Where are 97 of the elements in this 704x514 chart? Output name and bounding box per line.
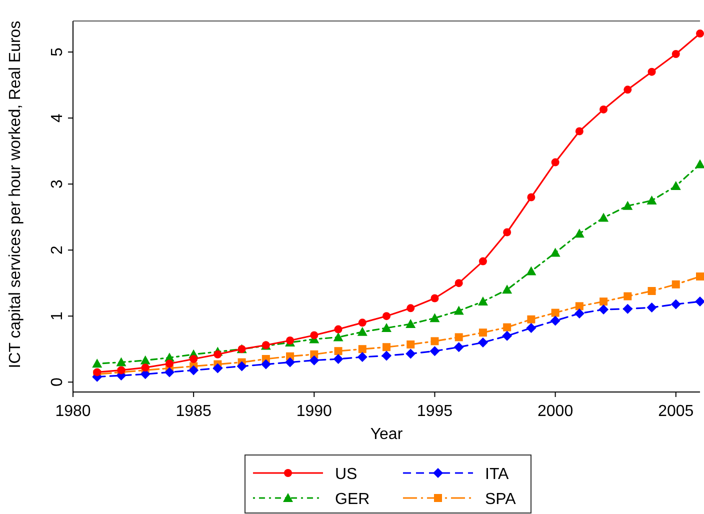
point	[526, 266, 536, 276]
point	[478, 257, 487, 266]
point	[382, 350, 392, 361]
y-tick-label: 4	[49, 113, 66, 122]
point	[214, 350, 222, 358]
point	[140, 355, 150, 364]
point	[478, 328, 487, 337]
y-axis-title: ICT capital services per hour worked, Real Euros	[7, 20, 24, 368]
point	[575, 302, 584, 310]
point	[502, 330, 512, 341]
y-tick-label: 1	[49, 312, 66, 321]
point	[670, 181, 681, 190]
point	[430, 294, 439, 302]
point	[358, 345, 366, 354]
point	[503, 323, 512, 332]
point	[695, 296, 704, 307]
point	[502, 284, 512, 294]
point	[333, 332, 344, 342]
point	[190, 354, 198, 363]
point	[358, 318, 366, 327]
point	[622, 304, 633, 314]
point	[141, 364, 150, 372]
point	[672, 280, 680, 288]
point	[622, 200, 633, 210]
x-tick-label: 1980	[55, 403, 91, 420]
point	[648, 68, 656, 76]
point	[116, 357, 126, 366]
point	[285, 357, 296, 368]
point	[551, 308, 560, 317]
x-tick-label: 2005	[658, 403, 694, 420]
point	[527, 193, 536, 202]
point	[598, 304, 609, 314]
point	[188, 365, 199, 376]
point	[164, 367, 174, 378]
y-tick-label: 2	[49, 246, 66, 255]
point	[309, 355, 320, 366]
point	[310, 331, 318, 340]
point	[382, 312, 390, 320]
point	[551, 158, 560, 166]
point	[696, 30, 704, 38]
point	[382, 343, 390, 352]
point	[646, 302, 657, 312]
point	[454, 333, 463, 342]
point	[526, 322, 536, 333]
point	[165, 360, 174, 368]
point	[406, 340, 415, 348]
point	[672, 50, 680, 58]
point	[670, 299, 681, 310]
point	[333, 354, 344, 364]
point	[598, 212, 609, 222]
point	[92, 358, 102, 368]
point	[260, 359, 271, 370]
legend-label: SPA	[485, 491, 516, 508]
point	[600, 298, 608, 306]
x-tick-label: 1985	[176, 403, 212, 420]
point	[550, 316, 560, 326]
y-tick-label: 0	[49, 378, 66, 387]
point	[574, 228, 584, 238]
point	[357, 326, 368, 336]
point	[406, 319, 416, 328]
point	[406, 348, 416, 359]
point	[454, 342, 464, 352]
point	[696, 272, 704, 280]
point	[236, 361, 247, 372]
x-tick-label: 1995	[416, 403, 453, 420]
point	[334, 325, 342, 334]
point	[600, 105, 608, 114]
y-tick-label: 5	[49, 47, 66, 56]
x-tick-label: 2000	[538, 403, 574, 420]
point	[430, 313, 440, 322]
point	[550, 248, 560, 257]
legend-label: US	[335, 466, 358, 483]
y-tick-label: 3	[49, 180, 66, 189]
point	[430, 337, 439, 346]
point	[454, 279, 463, 288]
point	[478, 337, 488, 348]
point	[624, 86, 632, 94]
x-tick-label: 1990	[296, 403, 332, 420]
point	[624, 292, 632, 300]
point	[382, 322, 392, 332]
point	[648, 287, 656, 295]
legend-label: ITA	[485, 466, 510, 483]
point	[357, 352, 368, 362]
point	[575, 127, 584, 136]
legend-label: GER	[335, 491, 370, 508]
point	[695, 159, 704, 168]
point	[574, 308, 584, 318]
point	[454, 306, 464, 315]
x-axis-title: Year	[370, 426, 404, 443]
point	[527, 315, 536, 324]
point	[646, 196, 657, 205]
point	[406, 304, 415, 312]
point	[212, 363, 223, 374]
point	[478, 296, 488, 306]
point	[430, 346, 440, 356]
point	[503, 228, 512, 236]
point	[334, 347, 342, 356]
